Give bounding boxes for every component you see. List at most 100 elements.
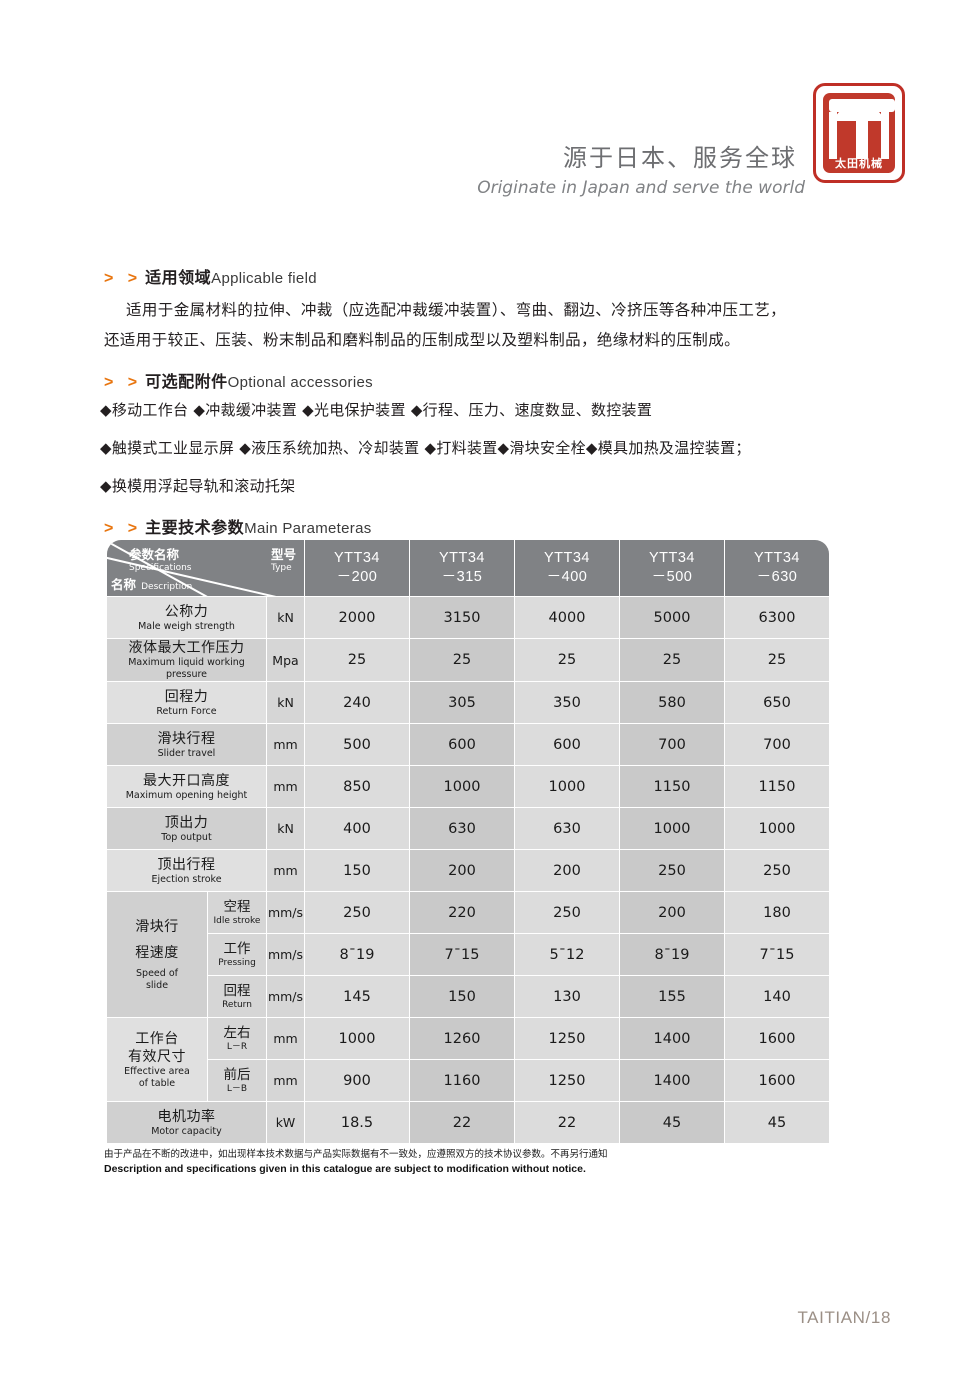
- model-suffix: －400: [546, 569, 588, 585]
- cell-value: 18.5: [305, 1102, 409, 1143]
- table-row: 工作台 有效尺寸 Effective area of table 左右 L－R …: [107, 1018, 829, 1101]
- subrow-label-en: Pressing: [218, 957, 256, 968]
- row-label-cn: 回程力: [164, 688, 209, 705]
- cell-value: 25: [410, 639, 514, 681]
- cell-value: 850: [305, 766, 409, 807]
- cell-value: 45: [725, 1102, 829, 1143]
- group-label-speed-of-slide: 滑块行 程速度 Speed of slide: [107, 892, 207, 1017]
- corner-desc-cn: 名称: [111, 577, 137, 592]
- model-suffix: －630: [756, 569, 798, 585]
- subrow-label-cn: 工作: [223, 940, 251, 957]
- disclaimer-note: 由于产品在不断的改进中，如出现样本技术数据与产品实际数据有不一致处，应遵照双方的…: [104, 1148, 804, 1177]
- group-label-cn-2: 程速度: [135, 944, 179, 961]
- disclaimer-cn: 由于产品在不断的改进中，如出现样本技术数据与产品实际数据有不一致处，应遵照双方的…: [104, 1149, 608, 1160]
- row-unit: mm: [267, 1018, 304, 1059]
- table-corner-header: 参数名称 Specifications 型号 Type 名称 Descripti…: [107, 540, 304, 596]
- group-label-cn-1: 工作台: [135, 1030, 179, 1047]
- model-header-3: YTT34 －500: [620, 540, 724, 596]
- cell-value: 145: [305, 976, 409, 1017]
- table-header-row: 参数名称 Specifications 型号 Type 名称 Descripti…: [107, 540, 829, 596]
- table-row: 液体最大工作压力 Maximum liquid working pressure…: [107, 639, 829, 681]
- row-unit: kN: [267, 682, 304, 723]
- cell-value: 1000: [725, 808, 829, 849]
- section-title-cn: 适用领域: [145, 268, 212, 287]
- cell-value: 200: [410, 850, 514, 891]
- applicable-line-1: 适用于金属材料的拉伸、冲裁（应选配冲裁缓冲装置）、弯曲、翻边、冷挤压等各种冲压工…: [126, 301, 787, 319]
- applicable-line-2: 还适用于较正、压装、粉末制品和磨料制品的压制成型以及塑料制品，绝缘材料的压制成。: [104, 331, 741, 349]
- cell-value: 220: [410, 892, 514, 933]
- subrow-label: 回程 Return: [208, 976, 266, 1017]
- logo-mark-icon: 太田机械: [823, 93, 895, 173]
- row-label: 公称力 Male weigh strength: [107, 597, 266, 638]
- table-row: 滑块行 程速度 Speed of slide 空程 Idle stroke mm…: [107, 892, 829, 1017]
- cell-value: 1000: [620, 808, 724, 849]
- row-unit: mm: [267, 1060, 304, 1101]
- cell-value: 1000: [305, 1018, 409, 1059]
- disclaimer-en: Description and specifications given in …: [104, 1163, 586, 1175]
- group-label-cn-1: 滑块行: [135, 918, 179, 935]
- model-suffix: －500: [651, 569, 693, 585]
- main-parameters-table-wrapper: 参数名称 Specifications 型号 Type 名称 Descripti…: [106, 539, 830, 1144]
- row-label-cn: 公称力: [164, 603, 209, 620]
- row-unit: kN: [267, 597, 304, 638]
- corner-type: 型号 Type: [271, 544, 296, 573]
- cell-value: 600: [515, 724, 619, 765]
- corner-desc-en: Description: [141, 582, 193, 592]
- cell-value: 1150: [725, 766, 829, 807]
- corner-specifications: 参数名称 Specifications: [129, 544, 191, 573]
- cell-value: 25: [305, 639, 409, 681]
- row-label-en: Male weigh strength: [138, 620, 235, 632]
- cell-value: 900: [305, 1060, 409, 1101]
- cell-value: 250: [725, 850, 829, 891]
- table-row: 顶出行程 Ejection stroke mm 150 200 200 250 …: [107, 850, 829, 891]
- row-label-cn: 液体最大工作压力: [128, 640, 245, 656]
- cell-value: 22: [515, 1102, 619, 1143]
- cell-value: 140: [725, 976, 829, 1017]
- model-header-4: YTT34 －630: [725, 540, 829, 596]
- row-label: 回程力 Return Force: [107, 682, 266, 723]
- logo-text-cn: 太田机械: [835, 157, 883, 170]
- model-name: YTT34: [438, 550, 485, 566]
- applicable-field-paragraph: 适用于金属材料的拉伸、冲裁（应选配冲裁缓冲装置）、弯曲、翻边、冷挤压等各种冲压工…: [104, 295, 844, 355]
- accessory-line-3: ◆换模用浮起导轨和滚动托架: [100, 477, 296, 495]
- corner-spec-cn: 参数名称: [129, 547, 180, 562]
- model-name: YTT34: [753, 550, 800, 566]
- cell-value: 1250: [515, 1018, 619, 1059]
- table-row: 公称力 Male weigh strength kN 2000 3150 400…: [107, 597, 829, 638]
- cell-value: 1600: [725, 1018, 829, 1059]
- table-row: 滑块行程 Slider travel mm 500 600 600 700 70…: [107, 724, 829, 765]
- subrow-label-cn: 回程: [223, 982, 251, 999]
- cell-value: 130: [515, 976, 619, 1017]
- cell-value: 350: [515, 682, 619, 723]
- row-label-en: Slider travel: [157, 747, 216, 759]
- cell-value: 7ˉ15: [725, 934, 829, 975]
- subrow-label-en: Idle stroke: [213, 915, 261, 926]
- model-header-0: YTT34 －200: [305, 540, 409, 596]
- cell-value: 8ˉ19: [620, 934, 724, 975]
- section-title-en: Applicable field: [211, 270, 317, 287]
- cell-value: 1400: [620, 1060, 724, 1101]
- group-label-en-2: slide: [145, 979, 169, 991]
- group-label-cn-2: 有效尺寸: [128, 1048, 186, 1065]
- cell-value: 700: [620, 724, 724, 765]
- row-label: 最大开口高度 Maximum opening height: [107, 766, 266, 807]
- row-label-en: Motor capacity: [151, 1125, 222, 1137]
- cell-value: 5ˉ12: [515, 934, 619, 975]
- arrow-marker-icon: > >: [104, 374, 143, 391]
- row-label-en: Ejection stroke: [151, 873, 222, 885]
- group-label-effective-area-of-table: 工作台 有效尺寸 Effective area of table: [107, 1018, 207, 1101]
- subrow-label: 左右 L－R: [208, 1018, 266, 1059]
- accessory-line-1: ◆移动工作台 ◆冲裁缓冲装置 ◆光电保护装置 ◆行程、压力、速度数显、数控装置: [100, 401, 653, 419]
- row-unit: mm: [267, 766, 304, 807]
- row-unit: mm/s: [267, 934, 304, 975]
- model-header-1: YTT34 －315: [410, 540, 514, 596]
- row-label-cn: 顶出力: [164, 814, 209, 831]
- section-heading-applicable-field: > > 适用领域Applicable field: [104, 264, 317, 288]
- cell-value: 150: [305, 850, 409, 891]
- cell-value: 250: [305, 892, 409, 933]
- cell-value: 2000: [305, 597, 409, 638]
- brand-slogan-cn: 源于日本、服务全球: [563, 144, 797, 172]
- row-label-cn: 滑块行程: [157, 730, 216, 747]
- corner-spec-en: Specifications: [129, 563, 192, 573]
- table-row: 回程力 Return Force kN 240 305 350 580 650: [107, 682, 829, 723]
